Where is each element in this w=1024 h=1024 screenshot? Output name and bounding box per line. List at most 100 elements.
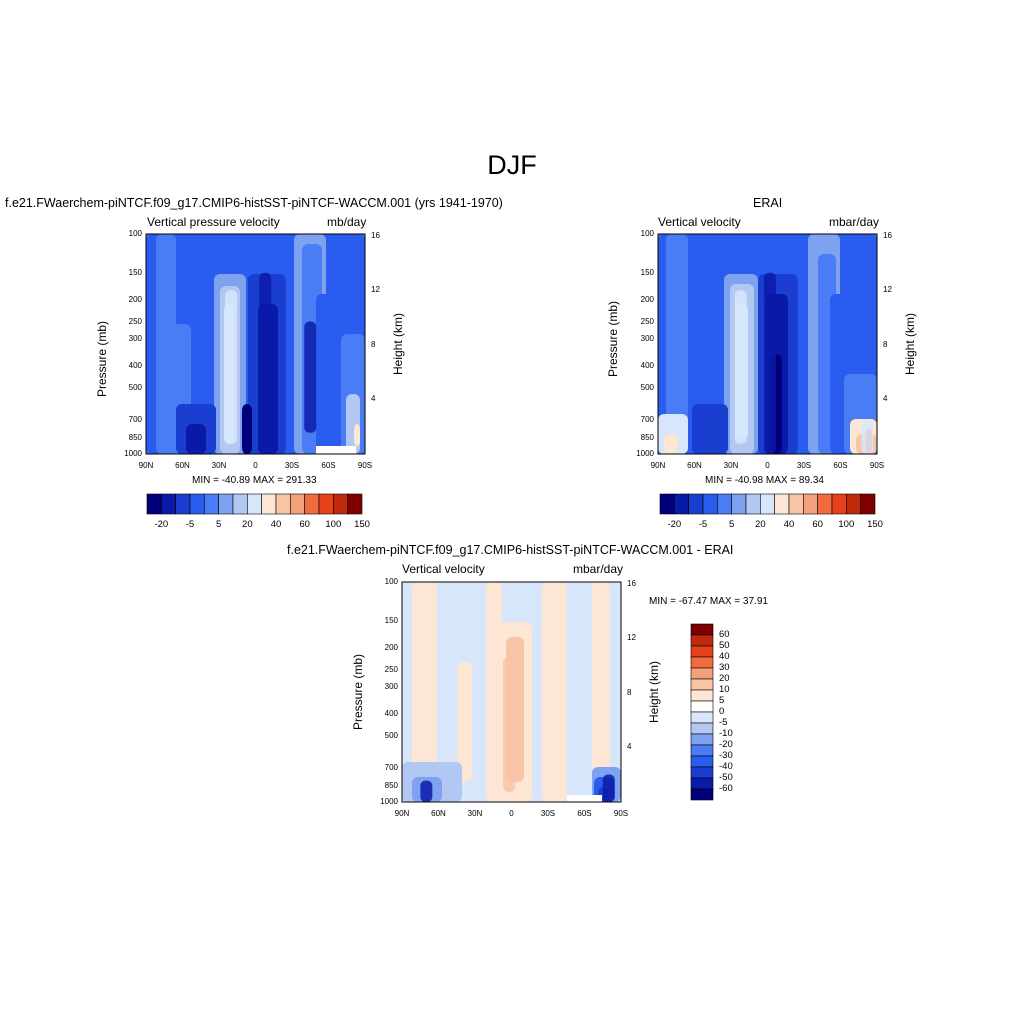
colorbar-swatch: [846, 493, 861, 515]
panel-2-xtick-label: 30N: [723, 461, 739, 470]
colorbar-swatch: [261, 493, 277, 515]
panel-1-colorbar-label: -5: [185, 519, 195, 530]
colorbar-swatch: [690, 722, 714, 735]
panel-1-contour-plot: [145, 233, 366, 455]
panel-1-colorbar-label: 60: [299, 519, 310, 530]
panel-1-stats: MIN = -40.89 MAX = 291.33: [192, 475, 317, 486]
data-feature-ascent: [225, 290, 238, 444]
panel-3-ytick-label: 250: [384, 664, 398, 674]
panel-3-xtick-label: 60N: [431, 809, 446, 818]
panel-3-stats: MIN = -67.47 MAX = 37.91: [649, 596, 768, 607]
colorbar-swatch: [817, 493, 833, 515]
panel-1-colorbar-label: 20: [242, 519, 253, 530]
contour-band: [666, 234, 688, 454]
data-feature-descent: [763, 272, 776, 454]
missing-data-patch: [567, 795, 602, 802]
panel-1-y2label: Height (km): [391, 313, 405, 376]
colorbar-swatch: [688, 493, 704, 515]
panel-1-subtitle: Vertical pressure velocity: [147, 215, 280, 229]
panel-1-colorbar-label: 5: [216, 519, 222, 530]
panel-3-xtick-label: 90N: [394, 809, 410, 818]
panel-2-ytick-label: 1000: [636, 449, 654, 458]
panel-1-xtick-label: 0: [253, 461, 258, 470]
data-feature-ascent: [734, 290, 747, 444]
panel-2-xtick-label: 0: [765, 461, 770, 470]
panel-2-y2tick-label: 12: [883, 285, 892, 295]
panel-3-colorbar-label: 0: [719, 706, 725, 717]
panel-1-xtick-label: 30N: [211, 461, 227, 470]
panel-1-ytick-label: 100: [128, 229, 142, 238]
panel-2-subtitle: Vertical velocity: [658, 215, 741, 229]
panel-3-ytick-label: 700: [384, 762, 398, 772]
panel-2-colorbar-label: 20: [755, 519, 766, 530]
data-feature-descent: [259, 272, 272, 454]
colorbar-swatch: [659, 493, 675, 515]
panel-2-y2tick-label: 4: [883, 394, 888, 404]
panel-3-xtick-label: 90S: [613, 809, 629, 818]
panel-1-y2tick-label: 8: [371, 339, 376, 349]
colorbar-swatch: [318, 493, 334, 515]
colorbar-swatch: [333, 493, 348, 515]
panel-2-colorbar-label: 100: [838, 519, 855, 530]
colorbar-swatch: [232, 493, 248, 515]
colorbar-swatch: [831, 493, 847, 515]
panel-3-y2label: Height (km): [647, 661, 661, 724]
colorbar-swatch: [690, 678, 714, 691]
colorbar-swatch: [803, 493, 818, 515]
colorbar-swatch: [146, 493, 162, 515]
panel-2-xtick-label: 60N: [687, 461, 702, 470]
panel-1-xtick-label: 90N: [138, 461, 154, 470]
colorbar-swatch: [347, 493, 363, 515]
panel-2-xtick-label: 90N: [650, 461, 666, 470]
panel-2-colorbar-label: -20: [667, 519, 682, 530]
colorbar-swatch: [690, 634, 714, 647]
colorbar-swatch: [161, 493, 176, 515]
panel-3-colorbar-label: -30: [719, 750, 733, 761]
data-feature-descent: [602, 774, 615, 802]
panel-3-colorbar-label: 10: [719, 684, 730, 695]
colorbar-swatch: [690, 689, 714, 702]
panel-3-colorbar-label: 60: [719, 629, 730, 640]
panel-1-xtick-label: 30S: [284, 461, 300, 470]
colorbar-swatch: [690, 667, 714, 680]
contour-band: [354, 424, 360, 446]
panel-1-ylabel: Pressure (mb): [95, 321, 109, 398]
panel-2-stats: MIN = -40.98 MAX = 89.34: [705, 475, 824, 486]
panel-2-units: mbar/day: [829, 215, 880, 229]
panel-1-ytick-label: 1000: [124, 449, 142, 458]
panel-2-ytick-label: 150: [640, 267, 654, 277]
panel-1-ytick-label: 300: [128, 333, 142, 343]
panel-2-colorbar-label: 150: [867, 519, 883, 530]
panel-3-y2tick-label: 8: [627, 687, 632, 697]
colorbar-swatch: [690, 744, 714, 757]
panel-2-colorbar-label: 5: [729, 519, 735, 530]
panel-1-ytick-label: 250: [128, 316, 142, 326]
colorbar-swatch: [674, 493, 689, 515]
panel-3-colorbar-label: -10: [719, 728, 733, 739]
panel-1-colorbar-label: 40: [270, 519, 282, 530]
data-feature-descent: [420, 780, 433, 802]
panel-1-ytick-label: 700: [128, 414, 142, 424]
panel-3-colorbar-label: -60: [719, 783, 733, 794]
panel-3-units: mbar/day: [573, 562, 624, 576]
contour-band: [692, 404, 728, 454]
data-feature-ascent: [861, 419, 874, 454]
panel-2-ytick-label: 500: [640, 382, 654, 392]
panel-1-xtick-label: 60S: [321, 461, 336, 470]
panel-2-colorbar-label: -5: [698, 519, 708, 530]
panel-3-colorbar-label: 30: [719, 662, 730, 673]
panel-2-y2tick-label: 8: [883, 339, 888, 349]
panel-3-colorbar-label: 50: [719, 640, 730, 651]
panel-3-ytick-label: 500: [384, 730, 398, 740]
panel-2-title: ERAI: [753, 196, 783, 210]
contour-band: [186, 424, 206, 454]
panel-3-xtick-label: 30S: [540, 809, 556, 818]
panel-1-ytick-label: 500: [128, 382, 142, 392]
panel-2-ytick-label: 100: [640, 229, 654, 238]
panel-3-contour-plot: [401, 581, 622, 803]
panel-3-y2tick-label: 4: [627, 742, 632, 752]
colorbar-swatch: [717, 493, 732, 515]
panel-1-y2tick-label: 12: [371, 285, 380, 295]
panel-3-ytick-label: 150: [384, 615, 398, 625]
colorbar-swatch: [189, 493, 205, 515]
